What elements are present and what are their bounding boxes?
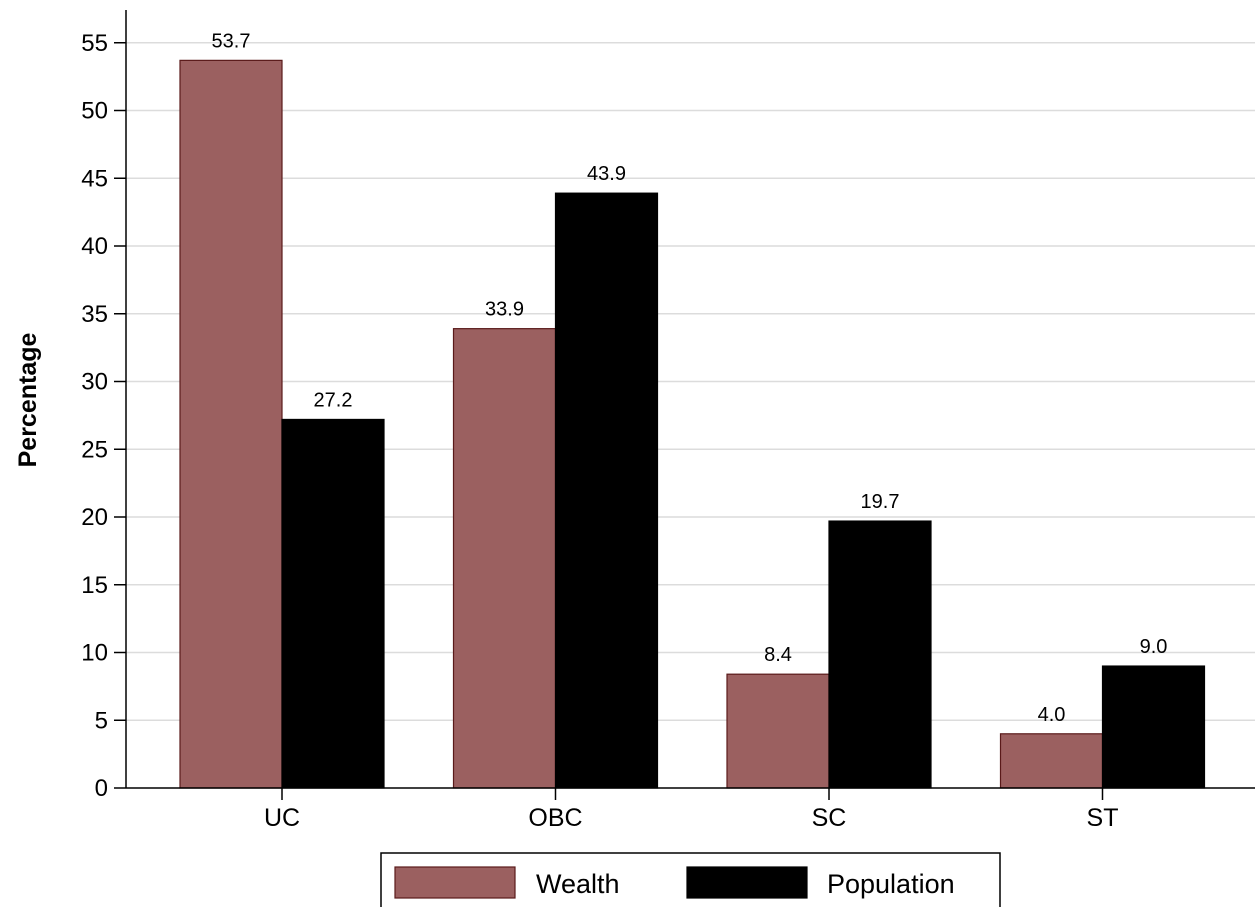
y-tick-label: 40 — [81, 233, 108, 260]
data-label: 19.7 — [861, 491, 900, 513]
bar-wealth-st — [999, 733, 1104, 789]
legend-swatch-population — [686, 866, 808, 899]
x-tick-label: ST — [1087, 804, 1119, 832]
data-label: 27.2 — [314, 389, 353, 411]
bar-wealth-sc — [726, 673, 830, 789]
y-tick-label: 15 — [81, 572, 108, 599]
legend-swatch-wealth — [394, 866, 516, 899]
bar-population-obc — [554, 192, 659, 789]
legend: Wealth Population — [380, 852, 1001, 907]
y-axis: 0 5 10 15 20 25 30 35 40 45 50 55 — [81, 10, 127, 802]
data-label: 4.0 — [1038, 704, 1066, 726]
y-tick-label: 5 — [95, 707, 108, 734]
y-tick-label: 35 — [81, 301, 108, 328]
x-tick-label: UC — [264, 804, 300, 832]
y-tick-label: 0 — [95, 775, 108, 802]
y-tick-label: 55 — [81, 30, 108, 57]
bars — [179, 59, 1206, 789]
y-tick-label: 45 — [81, 165, 108, 192]
y-axis-title: Percentage — [14, 333, 42, 468]
x-tick-label: SC — [812, 804, 847, 832]
bar-wealth-uc — [179, 59, 283, 789]
bar-wealth-obc — [452, 328, 557, 789]
data-label: 43.9 — [587, 163, 626, 185]
bar-population-sc — [828, 520, 932, 789]
y-tick-label: 10 — [81, 640, 108, 667]
data-labels: 53.7 27.2 33.9 43.9 8.4 19.7 4.0 9.0 — [212, 30, 1168, 725]
y-tick-label: 50 — [81, 98, 108, 125]
y-tick-label: 25 — [81, 436, 108, 463]
y-tick-label: 30 — [81, 369, 108, 396]
data-label: 8.4 — [764, 644, 792, 666]
y-tick-label: 20 — [81, 504, 108, 531]
data-label: 53.7 — [212, 30, 251, 52]
data-label: 33.9 — [485, 299, 524, 321]
bar-population-st — [1101, 665, 1206, 789]
bar-population-uc — [281, 418, 385, 789]
legend-label-wealth: Wealth — [536, 869, 620, 899]
data-label: 9.0 — [1140, 636, 1168, 658]
x-tick-label: OBC — [528, 804, 582, 832]
x-axis: UC OBC SC ST — [126, 787, 1255, 832]
legend-label-population: Population — [827, 869, 955, 899]
